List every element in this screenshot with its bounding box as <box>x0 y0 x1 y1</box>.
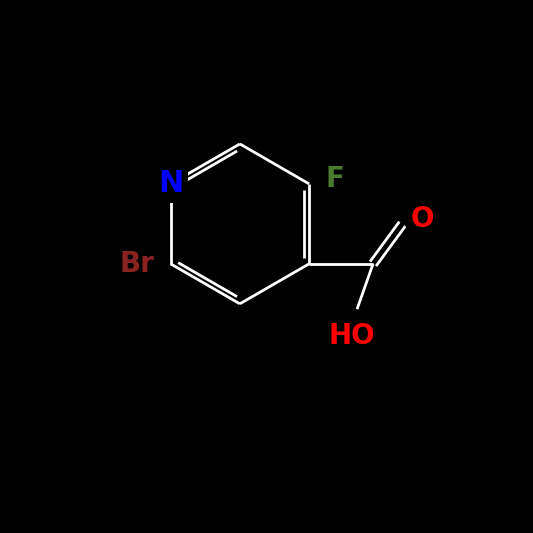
Text: N: N <box>158 169 183 198</box>
Text: Br: Br <box>120 250 155 278</box>
Text: F: F <box>325 165 344 192</box>
Text: O: O <box>410 205 434 232</box>
Text: HO: HO <box>328 322 375 351</box>
